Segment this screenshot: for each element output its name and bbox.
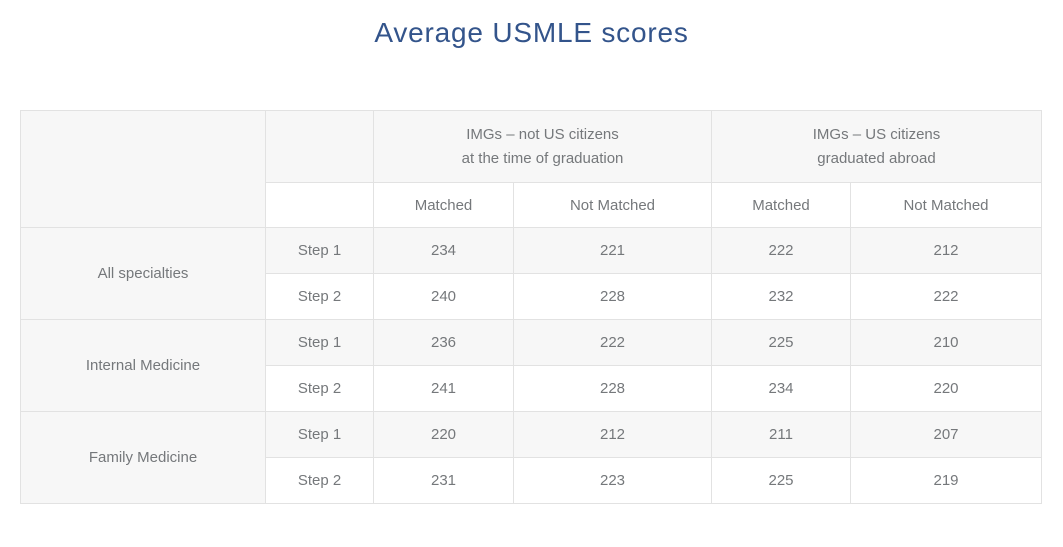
- group-header-imgs-non-us: IMGs – not US citizens at the time of gr…: [373, 110, 712, 183]
- score-cell: 220: [850, 365, 1042, 412]
- table-row-internal-medicine-step1: Internal Medicine Step 1 236 222 225 210: [20, 319, 1042, 412]
- group-header-row: IMGs – not US citizens at the time of gr…: [20, 110, 1042, 228]
- score-cell: 222: [513, 319, 712, 366]
- table-row-all-specialties-step2: Step 2 240 228 232 222: [21, 273, 1042, 320]
- score-cell: 222: [850, 273, 1042, 320]
- step-label: Step 1: [265, 227, 374, 274]
- step-label: Step 2: [265, 457, 374, 504]
- specialty-label-family-medicine: Family Medicine: [20, 411, 266, 504]
- score-cell: 211: [711, 411, 851, 458]
- score-cell: 223: [513, 457, 712, 504]
- score-cell: 236: [373, 319, 514, 366]
- column-header-row: Matched Not Matched Matched Not Matched: [21, 182, 1042, 228]
- score-cell: 241: [373, 365, 514, 412]
- corner-spacer-cell: [20, 110, 266, 228]
- score-cell: 222: [711, 227, 851, 274]
- score-cell: 234: [373, 227, 514, 274]
- score-cell: 225: [711, 457, 851, 504]
- score-cell: 232: [711, 273, 851, 320]
- score-cell: 228: [513, 365, 712, 412]
- score-cell: 207: [850, 411, 1042, 458]
- specialty-label-all-specialties: All specialties: [20, 227, 266, 320]
- score-cell: 219: [850, 457, 1042, 504]
- score-cell: 228: [513, 273, 712, 320]
- score-cell: 221: [513, 227, 712, 274]
- usmle-scores-table: IMGs – not US citizens at the time of gr…: [20, 110, 1042, 504]
- score-cell: 220: [373, 411, 514, 458]
- specialty-label-internal-medicine: Internal Medicine: [20, 319, 266, 412]
- score-cell: 210: [850, 319, 1042, 366]
- score-cell: 225: [711, 319, 851, 366]
- col-header-matched-1: Matched: [373, 182, 514, 228]
- step-label: Step 1: [265, 319, 374, 366]
- table-row-family-medicine-step1: Family Medicine Step 1 220 212 211 207: [20, 411, 1042, 504]
- group-header-imgs-us: IMGs – US citizens graduated abroad: [711, 110, 1042, 183]
- score-cell: 234: [711, 365, 851, 412]
- score-cell: 231: [373, 457, 514, 504]
- step-label: Step 1: [265, 411, 374, 458]
- page-title: Average USMLE scores: [374, 17, 689, 48]
- step-header-spacer-top: [265, 110, 374, 183]
- table-row-all-specialties-step1: All specialties Step 1 234 221 222 212: [20, 227, 1042, 320]
- table-row-family-medicine-step2: Step 2 231 223 225 219: [21, 457, 1042, 504]
- step-label: Step 2: [265, 273, 374, 320]
- score-cell: 212: [513, 411, 712, 458]
- step-label: Step 2: [265, 365, 374, 412]
- col-header-matched-2: Matched: [711, 182, 851, 228]
- col-header-not-matched-2: Not Matched: [850, 182, 1042, 228]
- table-body: All specialties Step 1 234 221 222 212 S…: [20, 227, 1042, 504]
- score-cell: 212: [850, 227, 1042, 274]
- step-header-spacer-bottom: [265, 182, 374, 228]
- col-header-not-matched-1: Not Matched: [513, 182, 712, 228]
- table-header: IMGs – not US citizens at the time of gr…: [20, 110, 1042, 228]
- score-cell: 240: [373, 273, 514, 320]
